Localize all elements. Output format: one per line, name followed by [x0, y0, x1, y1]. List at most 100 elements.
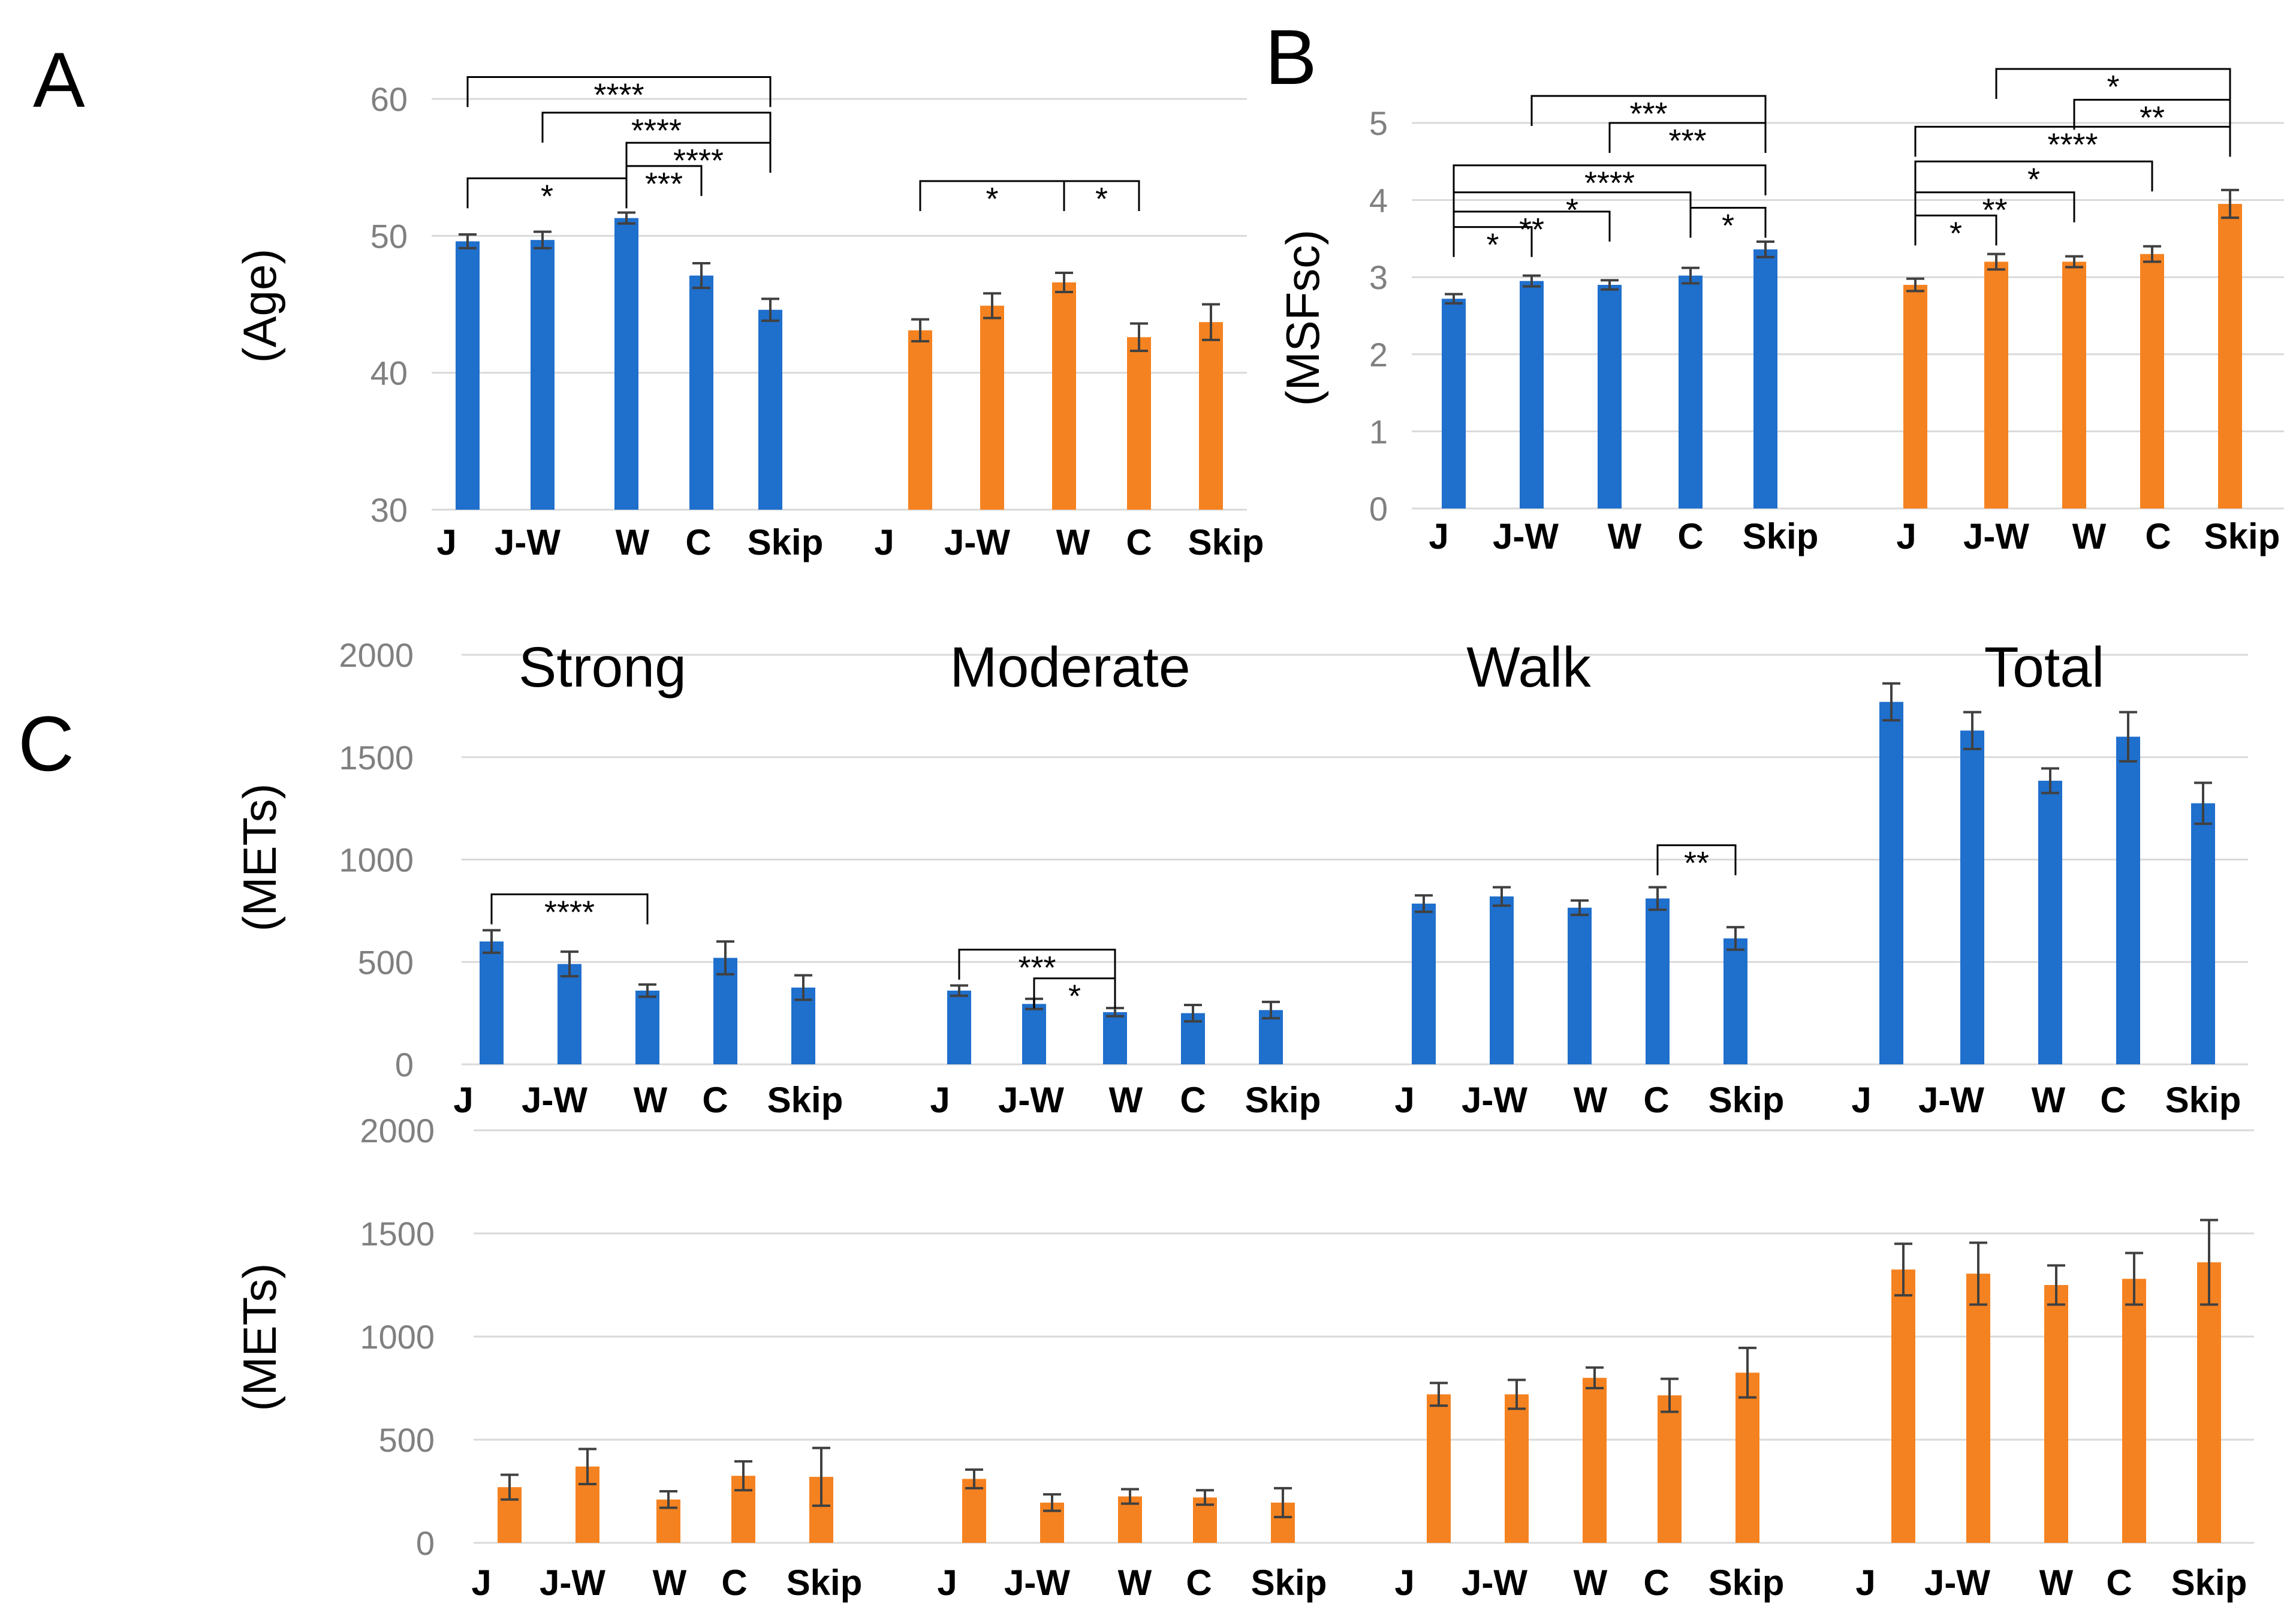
category-label: J-W: [1462, 1080, 1527, 1120]
y-tick-label: 2000: [339, 636, 414, 674]
category-label: W: [1056, 522, 1090, 562]
bar: [1022, 1004, 1046, 1064]
category-label: Skip: [748, 522, 824, 562]
y-axis-label: (METs): [233, 784, 286, 932]
category-label: J-W: [1462, 1563, 1527, 1603]
bar: [2197, 1262, 2221, 1543]
category-label: W: [1574, 1080, 1608, 1120]
y-tick-label: 4: [1369, 182, 1388, 219]
category-label: J-W: [1493, 516, 1559, 556]
significance-bracket: [1914, 160, 2153, 192]
y-tick-label: 500: [379, 1421, 435, 1459]
bar: [1442, 299, 1466, 508]
category-label: C: [721, 1563, 747, 1603]
category-label: J-W: [1924, 1563, 1990, 1603]
y-tick-label: 1: [1369, 413, 1388, 450]
bar: [2218, 204, 2242, 508]
category-label: J: [1394, 1080, 1414, 1120]
significance-label: *: [1095, 181, 1108, 217]
bar: [1658, 1395, 1682, 1543]
category-label: C: [1186, 1563, 1212, 1603]
bar: [1199, 322, 1223, 510]
category-label: J-W: [1963, 516, 2029, 556]
bar: [1490, 896, 1514, 1064]
category-label: W: [2032, 1080, 2066, 1120]
significance-label: ****: [544, 895, 595, 931]
panel-label-c: C: [18, 700, 74, 787]
bar: [531, 240, 555, 510]
y-tick-label: 0: [395, 1046, 414, 1084]
category-label: J-W: [998, 1080, 1064, 1120]
category-label: C: [1677, 516, 1703, 556]
bar: [1052, 282, 1076, 510]
category-label: Skip: [2204, 516, 2280, 556]
y-axis-label: (Age): [233, 249, 286, 363]
category-label: Skip: [2165, 1080, 2241, 1120]
category-label: J: [1855, 1563, 1875, 1603]
significance-label: ****: [1584, 165, 1635, 201]
section-title: Moderate: [950, 636, 1190, 699]
category-label: C: [2145, 516, 2171, 556]
category-label: J: [1394, 1563, 1414, 1603]
significance-label: *: [986, 181, 998, 217]
significance-bracket: [1608, 122, 1767, 153]
category-label: W: [1118, 1563, 1152, 1603]
significance-label: *: [1566, 192, 1578, 228]
y-tick-label: 1500: [339, 739, 414, 777]
category-label: J: [471, 1563, 491, 1603]
y-tick-label: 3: [1369, 258, 1388, 296]
significance-bracket: [625, 165, 703, 196]
significance-label: *: [1486, 227, 1499, 263]
significance-bracket: [490, 893, 649, 925]
category-label: J: [453, 1080, 473, 1120]
bar: [1984, 261, 2008, 508]
significance-bracket: [1995, 68, 2231, 99]
y-tick-label: 1000: [339, 841, 414, 879]
bar: [908, 330, 932, 510]
category-label: C: [2100, 1080, 2126, 1120]
bar: [1412, 903, 1436, 1064]
significance-bracket: [1453, 164, 1767, 195]
category-label: J-W: [540, 1563, 605, 1603]
bar: [1568, 907, 1592, 1064]
bar: [689, 275, 713, 510]
category-label: Skip: [1743, 516, 1819, 556]
category-label: W: [2072, 516, 2107, 556]
bar: [1753, 249, 1777, 508]
category-label: Skip: [767, 1080, 843, 1120]
bar: [635, 991, 659, 1064]
bar: [2062, 261, 2086, 508]
significance-bracket: [2073, 98, 2231, 130]
category-label: W: [2039, 1563, 2074, 1603]
bar: [1723, 938, 1747, 1064]
significance-bracket: [466, 76, 772, 107]
category-label: J: [1429, 516, 1448, 556]
bar: [1903, 285, 1927, 508]
y-tick-label: 1000: [360, 1318, 435, 1356]
significance-label: *: [2027, 161, 2040, 197]
bar: [980, 305, 1004, 510]
y-tick-label: 40: [370, 354, 408, 392]
significance-label: ***: [1668, 123, 1706, 159]
bar: [947, 991, 971, 1064]
category-label: Skip: [1188, 522, 1264, 562]
panel-label-b: B: [1265, 13, 1317, 101]
bar: [758, 309, 782, 510]
significance-label: ****: [2047, 127, 2098, 162]
significance-bracket: [625, 142, 772, 173]
panel-label-a: A: [33, 36, 85, 124]
significance-label: ***: [645, 166, 683, 202]
significance-label: ***: [1629, 96, 1667, 132]
y-tick-label: 2000: [360, 1112, 435, 1149]
y-tick-label: 1500: [360, 1215, 435, 1253]
chart-panel-c-top: 0 500 1000 1500 2000 (METs) Strong Moderate Walk…: [233, 636, 2248, 1120]
category-label: J: [930, 1080, 950, 1120]
bar: [1520, 281, 1544, 508]
category-label: J-W: [495, 522, 561, 562]
bar: [1735, 1373, 1759, 1543]
bar: [1646, 898, 1670, 1064]
significance-bracket: [1914, 125, 2231, 157]
category-label: C: [1643, 1563, 1669, 1603]
significance-bracket: [1656, 844, 1737, 875]
